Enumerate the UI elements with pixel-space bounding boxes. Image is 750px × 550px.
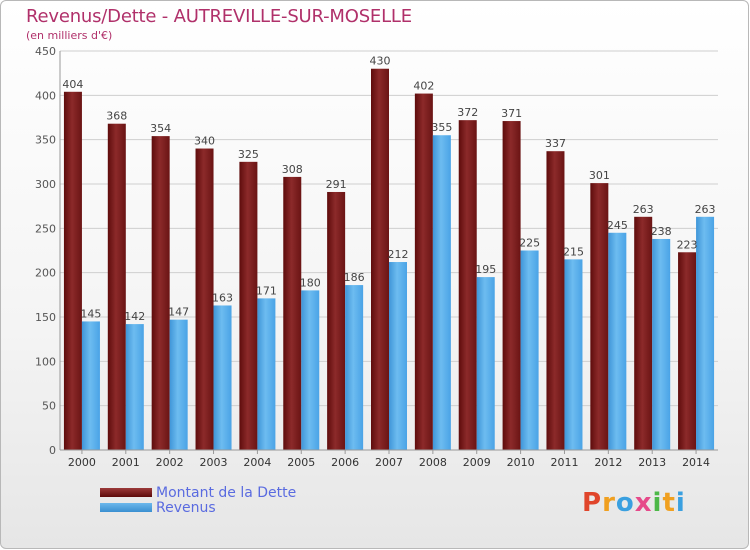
bar-revenus-2001 [125,324,144,450]
y-tick-label: 200 [35,267,56,280]
data-label-dette-2005: 308 [282,163,303,176]
data-label-dette-2014: 223 [677,238,698,251]
bar-dette-2005 [283,176,302,450]
x-tick-label: 2004 [243,456,271,469]
x-tick-label: 2009 [463,456,491,469]
data-label-dette-2002: 354 [150,122,171,135]
legend-label-revenus: Revenus [156,500,216,516]
bar-revenus-2013 [652,238,671,450]
legend-label-dette: Montant de la Dette [156,485,297,501]
data-label-revenus-2008: 355 [431,121,452,134]
bar-dette-2011 [546,151,565,450]
data-label-revenus-2009: 195 [475,263,496,276]
y-tick-label: 100 [35,355,56,368]
bar-revenus-2009 [476,277,495,450]
bar-revenus-2003 [213,305,232,450]
legend-swatch-revenus [100,503,152,512]
data-label-revenus-2011: 215 [563,245,584,258]
data-label-revenus-2003: 163 [212,291,233,304]
proxiti-logo: Proxiti [582,488,686,518]
x-tick-label: 2005 [287,456,315,469]
bar-dette-2004 [239,161,258,451]
bar-dette-2014 [678,252,697,450]
data-label-revenus-2004: 171 [256,284,277,297]
bar-dette-2006 [327,191,346,451]
bar-revenus-2012 [608,232,627,450]
y-tick-label: 350 [35,134,56,147]
x-tick-label: 2002 [156,456,184,469]
bar-revenus-2000 [81,321,100,450]
data-label-dette-2003: 340 [194,135,215,148]
data-label-revenus-2005: 180 [300,276,321,289]
data-label-dette-2006: 291 [326,178,347,191]
data-label-dette-2009: 372 [457,106,478,119]
x-tick-label: 2003 [200,456,228,469]
x-tick-label: 2006 [331,456,359,469]
data-label-revenus-2007: 212 [388,248,409,261]
data-label-revenus-2010: 225 [519,237,540,250]
bar-dette-2012 [590,183,609,450]
y-tick-label: 150 [35,311,56,324]
legend-swatch-dette [100,488,152,497]
y-tick-label: 450 [35,45,56,58]
data-label-dette-2000: 404 [62,78,83,91]
bar-dette-2001 [107,123,126,450]
data-label-dette-2004: 325 [238,148,259,161]
data-label-dette-2013: 263 [633,203,654,216]
bar-dette-2009 [458,120,477,450]
bar-dette-2013 [634,216,653,450]
bar-revenus-2005 [301,290,320,450]
bar-dette-2007 [371,68,389,450]
y-tick-label: 50 [42,400,56,413]
bar-revenus-2008 [432,135,451,450]
data-label-dette-2011: 337 [545,137,566,150]
x-tick-label: 2011 [550,456,578,469]
bar-dette-2008 [414,93,433,450]
data-label-revenus-2014: 263 [695,203,716,216]
x-tick-label: 2007 [375,456,403,469]
data-label-revenus-2012: 245 [607,219,628,232]
bar-revenus-2014 [696,216,715,450]
chart-title: Revenus/Dette - AUTREVILLE-SUR-MOSELLE [26,6,412,27]
chart-subtitle: (en milliers d'€) [26,29,113,42]
x-tick-label: 2010 [507,456,535,469]
y-tick-label: 0 [49,444,56,457]
bar-revenus-2011 [564,259,583,450]
x-tick-label: 2014 [682,456,710,469]
data-label-revenus-2001: 142 [124,310,145,323]
data-label-dette-2001: 368 [106,110,127,123]
x-tick-label: 2001 [112,456,140,469]
data-label-dette-2008: 402 [413,80,434,93]
y-tick-label: 250 [35,222,56,235]
bar-dette-2002 [151,136,170,450]
data-label-revenus-2002: 147 [168,306,189,319]
y-tick-label: 300 [35,178,56,191]
x-tick-label: 2012 [594,456,622,469]
bar-revenus-2010 [520,250,539,450]
data-label-revenus-2000: 145 [80,307,101,320]
bar-revenus-2007 [389,262,407,450]
bar-revenus-2002 [169,319,188,450]
bar-dette-2000 [63,91,82,450]
x-tick-label: 2008 [419,456,447,469]
bar-revenus-2004 [257,298,276,450]
y-tick-label: 400 [35,89,56,102]
data-label-dette-2007: 430 [370,55,391,68]
data-label-dette-2010: 371 [501,107,522,120]
data-label-dette-2012: 301 [589,169,610,182]
data-label-revenus-2013: 238 [651,225,672,238]
x-tick-label: 2013 [638,456,666,469]
bar-dette-2010 [502,121,521,451]
bar-revenus-2006 [345,285,364,450]
bar-dette-2003 [195,148,214,451]
data-label-revenus-2006: 186 [344,271,365,284]
x-tick-label: 2000 [68,456,96,469]
